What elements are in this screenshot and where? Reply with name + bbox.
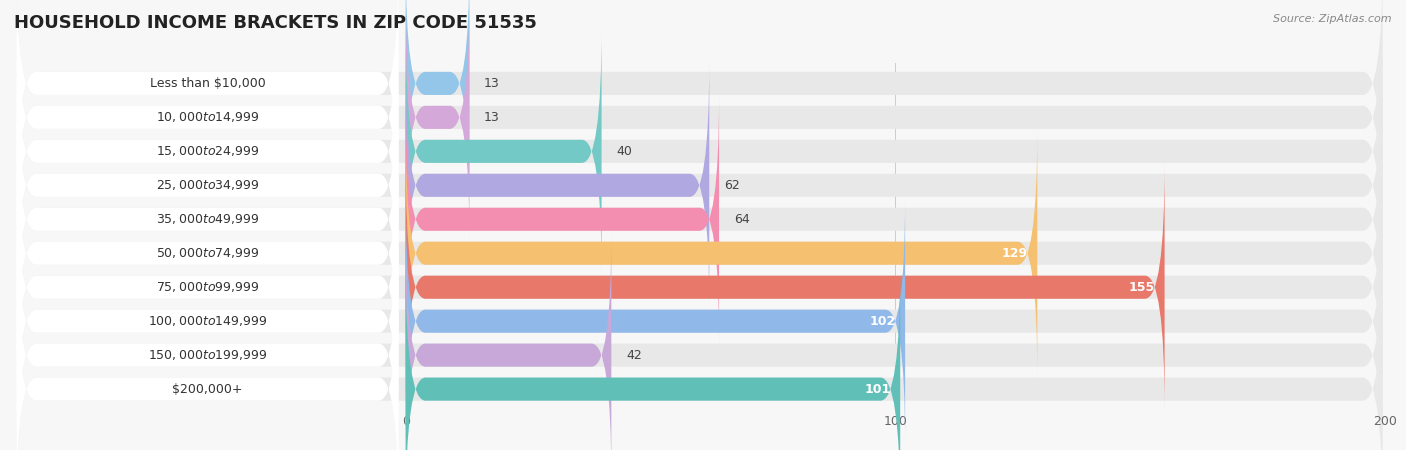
Text: $10,000 to $14,999: $10,000 to $14,999 bbox=[156, 110, 259, 124]
FancyBboxPatch shape bbox=[17, 0, 398, 208]
Text: $50,000 to $74,999: $50,000 to $74,999 bbox=[156, 246, 259, 260]
FancyBboxPatch shape bbox=[17, 231, 1382, 450]
FancyBboxPatch shape bbox=[17, 265, 398, 450]
FancyBboxPatch shape bbox=[17, 0, 1382, 242]
FancyBboxPatch shape bbox=[17, 265, 1382, 450]
Text: $35,000 to $49,999: $35,000 to $49,999 bbox=[156, 212, 259, 226]
Text: Source: ZipAtlas.com: Source: ZipAtlas.com bbox=[1274, 14, 1392, 23]
Text: 62: 62 bbox=[724, 179, 740, 192]
Text: $200,000+: $200,000+ bbox=[172, 382, 243, 396]
Text: 129: 129 bbox=[1001, 247, 1028, 260]
FancyBboxPatch shape bbox=[17, 27, 1382, 276]
FancyBboxPatch shape bbox=[17, 61, 398, 310]
FancyBboxPatch shape bbox=[17, 197, 398, 446]
FancyBboxPatch shape bbox=[17, 163, 398, 412]
Text: 155: 155 bbox=[1129, 281, 1154, 294]
Text: 13: 13 bbox=[484, 77, 499, 90]
Text: 40: 40 bbox=[616, 145, 633, 158]
FancyBboxPatch shape bbox=[17, 129, 398, 378]
FancyBboxPatch shape bbox=[406, 95, 718, 344]
FancyBboxPatch shape bbox=[406, 27, 602, 276]
FancyBboxPatch shape bbox=[406, 265, 900, 450]
FancyBboxPatch shape bbox=[17, 231, 398, 450]
FancyBboxPatch shape bbox=[406, 231, 612, 450]
Text: $75,000 to $99,999: $75,000 to $99,999 bbox=[156, 280, 259, 294]
Text: $25,000 to $34,999: $25,000 to $34,999 bbox=[156, 178, 259, 192]
FancyBboxPatch shape bbox=[406, 61, 709, 310]
Text: 13: 13 bbox=[484, 111, 499, 124]
FancyBboxPatch shape bbox=[17, 95, 398, 344]
Text: $150,000 to $199,999: $150,000 to $199,999 bbox=[148, 348, 267, 362]
FancyBboxPatch shape bbox=[17, 95, 1382, 344]
Text: 101: 101 bbox=[865, 382, 890, 396]
Text: 102: 102 bbox=[869, 315, 896, 328]
FancyBboxPatch shape bbox=[17, 27, 398, 276]
FancyBboxPatch shape bbox=[17, 129, 1382, 378]
FancyBboxPatch shape bbox=[406, 0, 470, 242]
FancyBboxPatch shape bbox=[17, 163, 1382, 412]
FancyBboxPatch shape bbox=[406, 129, 1038, 378]
FancyBboxPatch shape bbox=[406, 0, 470, 208]
FancyBboxPatch shape bbox=[17, 61, 1382, 310]
FancyBboxPatch shape bbox=[406, 197, 905, 446]
FancyBboxPatch shape bbox=[17, 197, 1382, 446]
FancyBboxPatch shape bbox=[406, 163, 1164, 412]
Text: Less than $10,000: Less than $10,000 bbox=[149, 77, 266, 90]
Text: 64: 64 bbox=[734, 213, 749, 226]
Text: 42: 42 bbox=[626, 349, 641, 362]
Text: $15,000 to $24,999: $15,000 to $24,999 bbox=[156, 144, 259, 158]
FancyBboxPatch shape bbox=[17, 0, 1382, 208]
FancyBboxPatch shape bbox=[17, 0, 398, 242]
Text: HOUSEHOLD INCOME BRACKETS IN ZIP CODE 51535: HOUSEHOLD INCOME BRACKETS IN ZIP CODE 51… bbox=[14, 14, 537, 32]
Text: $100,000 to $149,999: $100,000 to $149,999 bbox=[148, 314, 267, 328]
